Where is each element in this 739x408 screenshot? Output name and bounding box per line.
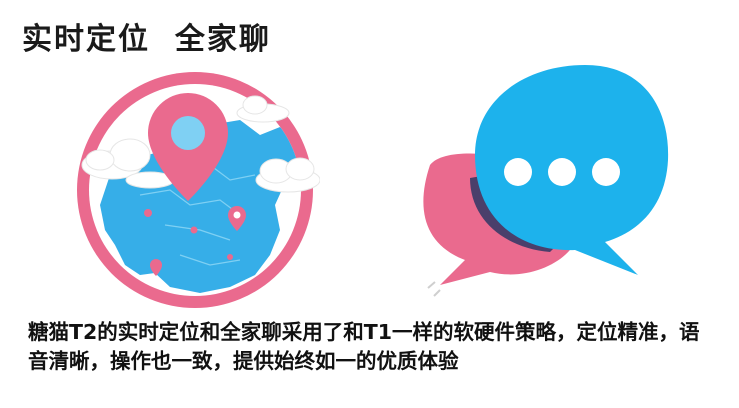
cloud-icon bbox=[255, 157, 320, 193]
chat-dot-icon bbox=[548, 158, 576, 186]
small-pin-icon bbox=[150, 259, 162, 276]
page-title: 实时定位 全家聊 bbox=[22, 22, 271, 57]
cloud-icon bbox=[236, 95, 290, 123]
map-dot bbox=[227, 254, 233, 260]
map-globe-illustration bbox=[70, 65, 320, 315]
chat-dot-icon bbox=[592, 158, 620, 186]
description-text: 糖猫T2的实时定位和全家聊采用了和T1一样的软硬件策略，定位精准，语音清晰，操作… bbox=[28, 320, 700, 373]
cloud-icon bbox=[81, 138, 151, 180]
map-land bbox=[100, 120, 300, 293]
chat-dot-icon bbox=[504, 158, 532, 186]
chat-bubbles-illustration bbox=[410, 60, 680, 300]
map-dot bbox=[144, 209, 152, 217]
map-dot bbox=[190, 226, 198, 234]
